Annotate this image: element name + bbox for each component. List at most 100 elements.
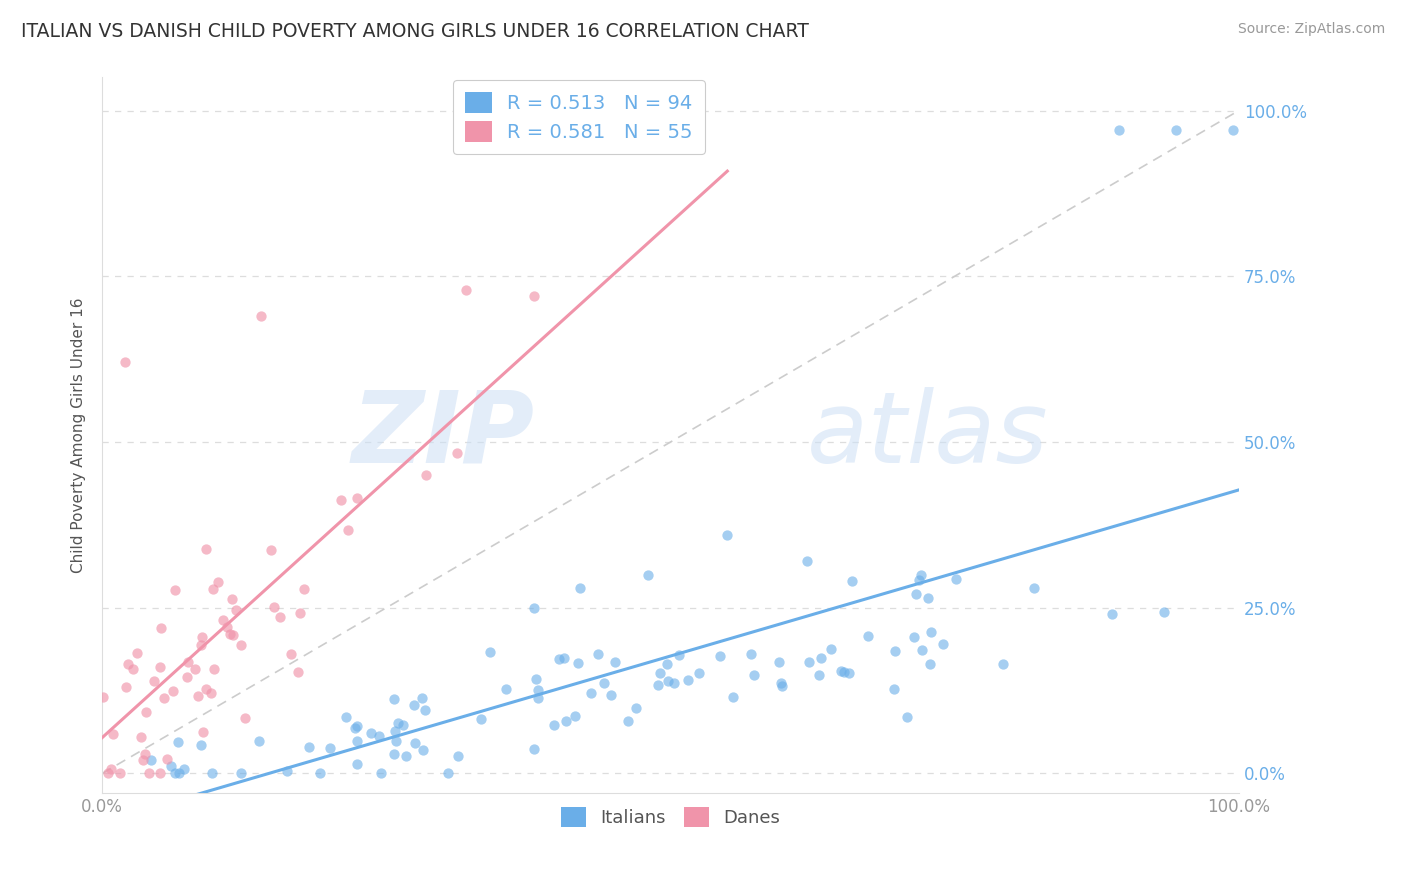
Point: [586, 647, 609, 661]
Point: [770, 679, 793, 693]
Point: [263, 600, 285, 615]
Point: [446, 446, 468, 460]
Point: [195, 542, 218, 557]
Point: [637, 567, 659, 582]
Point: [543, 718, 565, 732]
Point: [344, 721, 367, 735]
Point: [723, 690, 745, 704]
Point: [810, 651, 832, 665]
Point: [309, 766, 332, 780]
Point: [260, 542, 283, 557]
Point: [91, 690, 114, 704]
Point: [593, 675, 616, 690]
Point: [138, 766, 160, 780]
Point: [221, 591, 243, 606]
Point: [387, 715, 409, 730]
Point: [201, 766, 224, 780]
Point: [176, 670, 198, 684]
Point: [523, 289, 546, 303]
Point: [932, 637, 955, 651]
Point: [100, 763, 122, 777]
Point: [215, 620, 238, 634]
Point: [624, 700, 647, 714]
Point: [856, 629, 879, 643]
Point: [907, 573, 929, 587]
Point: [647, 678, 669, 692]
Point: [280, 647, 302, 661]
Point: [555, 714, 578, 728]
Point: [149, 766, 172, 780]
Point: [117, 657, 139, 672]
Point: [412, 743, 434, 757]
Point: [384, 723, 406, 738]
Point: [768, 655, 790, 669]
Point: [841, 574, 863, 589]
Point: [568, 581, 591, 595]
Point: [370, 766, 392, 780]
Point: [526, 691, 548, 706]
Point: [884, 643, 907, 657]
Point: [165, 766, 187, 780]
Point: [143, 673, 166, 688]
Point: [269, 610, 291, 624]
Point: [991, 657, 1014, 672]
Point: [222, 628, 245, 642]
Point: [910, 567, 932, 582]
Point: [173, 762, 195, 776]
Text: Source: ZipAtlas.com: Source: ZipAtlas.com: [1237, 22, 1385, 37]
Point: [655, 657, 678, 671]
Point: [149, 660, 172, 674]
Point: [159, 759, 181, 773]
Point: [820, 641, 842, 656]
Point: [187, 690, 209, 704]
Point: [287, 665, 309, 679]
Point: [807, 667, 830, 681]
Point: [709, 649, 731, 664]
Point: [122, 662, 145, 676]
Point: [945, 572, 967, 586]
Point: [447, 749, 470, 764]
Point: [276, 764, 298, 779]
Point: [200, 686, 222, 700]
Y-axis label: Child Poverty Among Girls Under 16: Child Poverty Among Girls Under 16: [72, 298, 86, 574]
Point: [247, 733, 270, 747]
Point: [883, 681, 905, 696]
Point: [404, 736, 426, 750]
Point: [599, 689, 621, 703]
Point: [202, 662, 225, 676]
Point: [832, 665, 855, 679]
Point: [918, 657, 941, 671]
Point: [415, 468, 437, 483]
Point: [190, 738, 212, 752]
Point: [335, 710, 357, 724]
Point: [796, 554, 818, 568]
Point: [896, 710, 918, 724]
Point: [184, 662, 207, 676]
Point: [920, 624, 942, 639]
Point: [346, 734, 368, 748]
Point: [1222, 123, 1244, 137]
Point: [404, 698, 426, 713]
Point: [346, 757, 368, 772]
Point: [905, 587, 928, 601]
Text: atlas: atlas: [807, 387, 1049, 483]
Point: [413, 703, 436, 717]
Point: [156, 752, 179, 766]
Point: [292, 582, 315, 596]
Point: [346, 491, 368, 505]
Point: [411, 691, 433, 706]
Point: [662, 676, 685, 690]
Point: [176, 655, 198, 669]
Point: [153, 690, 176, 705]
Point: [114, 680, 136, 694]
Point: [524, 672, 547, 686]
Point: [716, 528, 738, 542]
Point: [547, 652, 569, 666]
Point: [298, 739, 321, 754]
Point: [479, 645, 502, 659]
Point: [288, 607, 311, 621]
Point: [657, 673, 679, 688]
Point: [1101, 607, 1123, 621]
Point: [495, 681, 517, 696]
Text: ITALIAN VS DANISH CHILD POVERTY AMONG GIRLS UNDER 16 CORRELATION CHART: ITALIAN VS DANISH CHILD POVERTY AMONG GI…: [21, 22, 808, 41]
